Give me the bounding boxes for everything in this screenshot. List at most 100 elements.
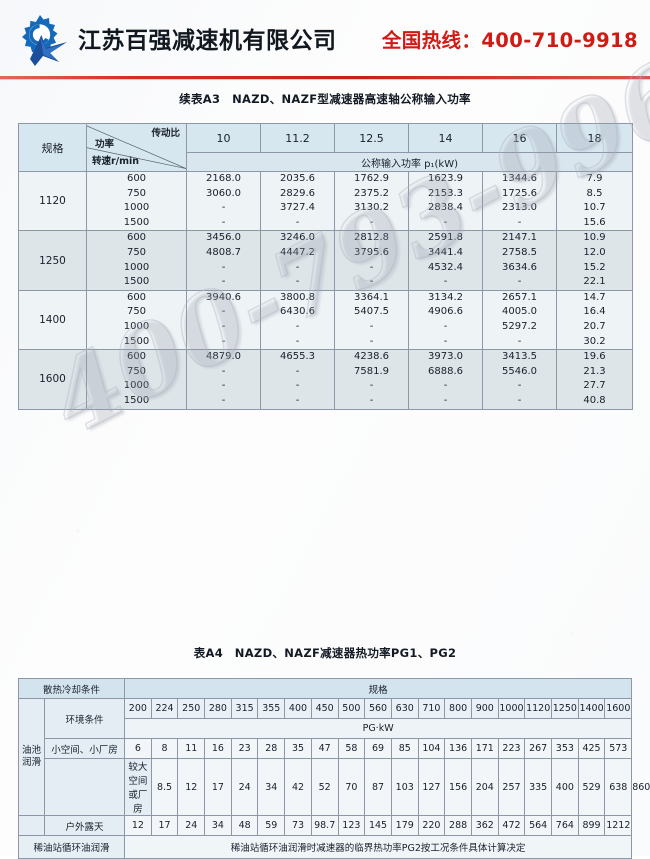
header-corner-cell: 传动比 功率 转速r/min [86,123,187,172]
cell-1600-r10: 4879.0 - - - [186,349,261,410]
table-a4-size-row: 油池 润滑 环境条件 200 224 250 280 315 355 400 4… [18,698,633,816]
a4-r0-c10: 85 [390,738,419,759]
size-10: 630 [390,698,419,719]
row-label-outdoor: 户外露天 [43,815,126,836]
gear-star-logo-icon [10,9,72,67]
a4-r2-c4: 48 [230,815,259,836]
oil-bath-spacer-2 [18,815,45,836]
cell-1250-r18: 10.9 12.0 15.2 22.1 [556,230,633,291]
cell-1120-r18: 7.9 8.5 10.7 15.6 [556,170,633,232]
ratio-header-1: 11.2 [260,123,335,153]
a4-r1-c10: 127 [417,758,446,816]
size-7: 450 [310,698,339,719]
a4-r1-c6: 52 [310,758,339,816]
letterhead: 江苏百强减速机有限公司 全国热线：400-710-9918 [0,0,650,76]
size-3: 280 [204,698,232,719]
a4-r2-c14: 472 [497,815,526,836]
table-a3-caption: 续表A3 NAZD、NAZF型减速器高速轴公称输入功率 [179,92,471,106]
cell-1120-r16: 1344.6 1725.6 2313.0 - [482,170,557,232]
a4-r1-c13: 257 [497,758,526,816]
size-16: 1250 [551,698,579,719]
a4-r0-c14: 223 [497,738,526,759]
size-17: 1400 [577,698,606,719]
hotline-text: 全国热线：400-710-9918 [381,28,638,52]
a4-r1-c9: 103 [390,758,419,816]
oil-bath-spacer [43,758,126,816]
a4-r1-c7: 70 [337,758,366,816]
row-label-large-space: 较大空间或厂房 [124,758,152,816]
a4-r0-c5: 28 [257,738,286,759]
a4-r1-c8: 87 [364,758,392,816]
header-divider-secondary [0,79,650,80]
thermal-power-unit-label: PG·kW [124,718,633,739]
a4-r2-c18: 1212 [604,815,633,836]
group-spec-1250: 1250 [18,230,87,291]
group-speeds-1400: 600 750 1000 1500 [86,289,187,351]
nominal-power-band-label: 公称输入功率 p₁(kW) [186,152,633,172]
a4-r2-c9: 145 [364,815,392,836]
a4-r0-c18: 573 [604,738,633,759]
a4-r2-c3: 34 [204,815,232,836]
a4-r1-c17: 638 [604,758,633,816]
size-5: 355 [257,698,286,719]
cell-1400-r10: 3940.6 - - - [186,289,261,351]
a4-r2-c17: 899 [577,815,606,836]
oil-bath-lubrication-label: 油池 润滑 [18,698,45,816]
a4-r0-c1: 8 [150,738,179,759]
table-row: 小空间、小厂房 6 8 11 16 23 28 35 47 58 69 85 1… [19,738,633,759]
circulating-oil-label: 稀油站循环油润滑 [17,835,126,859]
table-a4-header-row: 散热冷却条件 规格 [17,678,633,699]
a4-r0-c16: 353 [551,738,579,759]
a4-r1-c15: 400 [551,758,579,816]
table-a3-band-row: 公称输入功率 p₁(kW) [19,152,633,172]
a4-r0-c17: 425 [577,738,606,759]
size-header: 规格 [124,678,633,699]
cell-1400-r16: 2657.1 4005.0 5297.2 - [482,289,557,351]
table-row: 1120 600 750 1000 1500 2168.0 3060.0 - -… [18,170,633,232]
a4-r0-c4: 23 [230,738,259,759]
a4-r0-c12: 136 [444,738,472,759]
environment-condition-label: 环境条件 [43,698,126,739]
cell-1600-r18: 19.6 21.3 27.7 40.8 [556,349,633,410]
a4-r1-c4: 34 [257,758,286,816]
a4-r1-c12: 204 [470,758,499,816]
cell-1250-r16: 2147.1 2758.5 3634.6 - [482,230,557,291]
a4-r0-c3: 16 [204,738,232,759]
table-row: 1400 600 750 1000 1500 3940.6 - - - 3800… [18,289,633,351]
table-row: 1250 600 750 1000 1500 3456.0 4808.7 - -… [18,230,633,291]
header-speed-label: 转速r/min [92,155,140,167]
size-13: 900 [470,698,499,719]
group-speeds-1120: 600 750 1000 1500 [86,170,187,232]
cooling-condition-header: 散热冷却条件 [17,678,126,699]
header-power-label: 功率 [95,139,115,150]
size-11: 710 [417,698,446,719]
cell-1250-r10: 3456.0 4808.7 - - [186,230,261,291]
a4-r2-c0: 12 [124,815,152,836]
ratio-header-3: 14 [408,123,483,153]
cell-1120-r12_5: 1762.9 2375.2 3130.2 - [334,170,409,232]
a4-r1-c1: 12 [177,758,206,816]
size-9: 560 [364,698,392,719]
table-row: 1600 600 750 1000 1500 4879.0 - - - 4655… [18,349,633,410]
group-speeds-1250: 600 750 1000 1500 [86,230,187,291]
a4-r0-c11: 104 [417,738,446,759]
cell-1400-r12_5: 3364.1 5407.5 - - [334,289,409,351]
a4-r0-c9: 69 [364,738,392,759]
a4-r0-c2: 11 [177,738,206,759]
size-8: 500 [337,698,366,719]
cell-1400-r11_2: 3800.8 6430.6 - - [260,289,335,351]
group-speeds-1600: 600 750 1000 1500 [86,349,187,410]
a4-r0-c15: 267 [524,738,553,759]
a4-r1-c16: 529 [577,758,606,816]
size-4: 315 [230,698,259,719]
cell-1600-r14: 3973.0 6888.6 - - [408,349,483,410]
a4-r0-c8: 58 [337,738,366,759]
header-divider [0,76,650,79]
size-6: 400 [284,698,312,719]
ratio-header-0: 10 [186,123,261,153]
ratio-header-2: 12.5 [334,123,409,153]
size-12: 800 [444,698,472,719]
a4-r0-c6: 35 [284,738,312,759]
cell-1400-r14: 3134.2 4906.6 - - [408,289,483,351]
